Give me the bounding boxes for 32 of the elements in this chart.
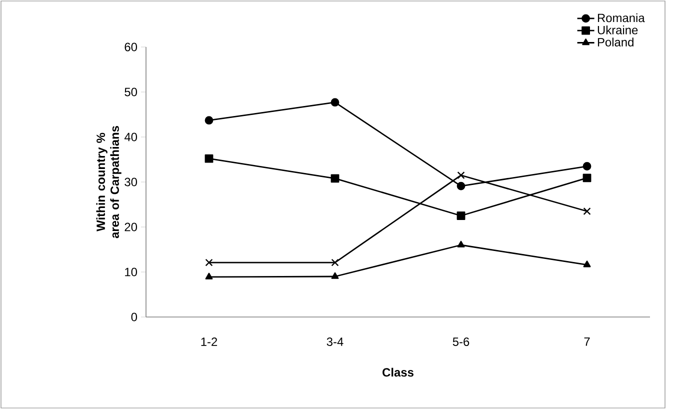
point	[204, 116, 214, 125]
point	[583, 207, 591, 216]
y-tick-label: 10	[125, 268, 138, 276]
point	[582, 162, 592, 170]
point	[331, 272, 339, 279]
point	[457, 240, 465, 248]
point	[583, 260, 591, 268]
x-tick-label: 7	[584, 338, 590, 346]
x-axis-title: Class	[382, 368, 414, 377]
point	[457, 171, 465, 180]
point	[330, 174, 340, 183]
point	[205, 272, 213, 280]
y-tick-label: 20	[124, 222, 138, 232]
y-tick-label: 40	[124, 132, 138, 142]
x-tick-label: 3-4	[326, 338, 344, 346]
point	[456, 212, 466, 220]
y-tick-label: 0	[131, 312, 138, 322]
point	[331, 258, 339, 266]
point	[456, 182, 466, 190]
y-tick-label: 60	[124, 42, 138, 52]
point	[330, 98, 340, 107]
point	[205, 258, 213, 266]
point	[582, 174, 592, 182]
y-tick-label: 30	[124, 178, 138, 186]
y-tick-label: 50	[124, 88, 138, 96]
point	[204, 154, 214, 163]
x-tick-label: 1-2	[201, 338, 218, 346]
y-axis-title: Within country % area of Carpathians	[96, 126, 122, 238]
legend-label: Poland	[598, 38, 634, 46]
x-tick-label: 5-6	[452, 338, 470, 346]
legend-label: Ukraine	[598, 26, 638, 34]
legend-label: Romania	[598, 13, 645, 22]
